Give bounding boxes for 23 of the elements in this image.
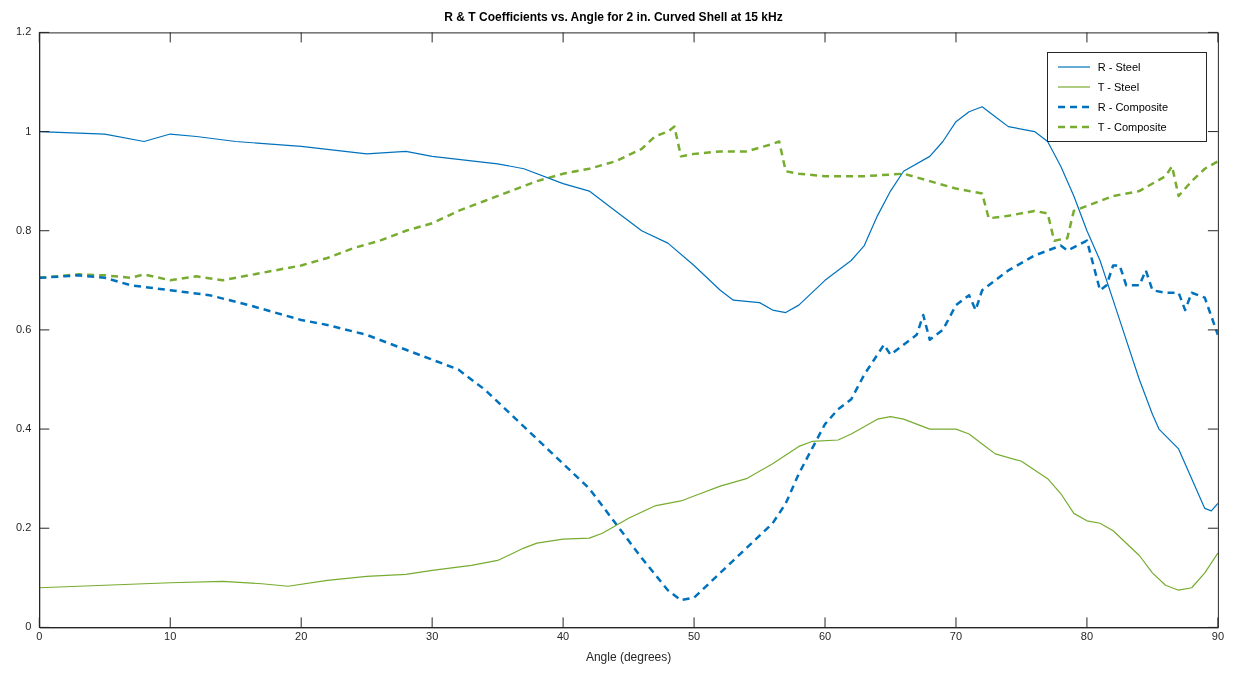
y-tick-label: 1.2	[15, 25, 32, 38]
y-tick-label: 1	[25, 124, 32, 137]
legend-label: T - Steel	[1097, 81, 1141, 93]
x-tick-label: 90	[1211, 630, 1225, 643]
y-tick-label: 0	[25, 620, 32, 633]
y-tick-label: 0.4	[15, 422, 32, 435]
x-tick-label: 70	[949, 630, 963, 643]
x-tick-label: 40	[556, 630, 570, 643]
legend-label: R - Composite	[1097, 101, 1169, 113]
y-tick-label: 0.8	[15, 223, 32, 236]
legend-label: T - Composite	[1097, 121, 1168, 133]
x-tick-label: 0	[36, 630, 43, 643]
x-tick-label: 30	[426, 630, 439, 643]
x-tick-label: 50	[687, 630, 701, 643]
x-tick-label: 20	[295, 630, 308, 643]
chart-title: R & T Coefficients vs. Angle for 2 in. Curved Shell at 15 kHz	[444, 9, 783, 24]
legend-label: R - Steel	[1097, 61, 1142, 73]
x-tick-label: 80	[1080, 630, 1094, 643]
x-tick-label: 10	[164, 630, 177, 643]
x-tick-label: 60	[818, 630, 832, 643]
x-axis-title: Angle (degrees)	[585, 650, 672, 665]
y-tick-label: 0.6	[15, 322, 32, 335]
y-tick-label: 0.2	[15, 521, 32, 534]
